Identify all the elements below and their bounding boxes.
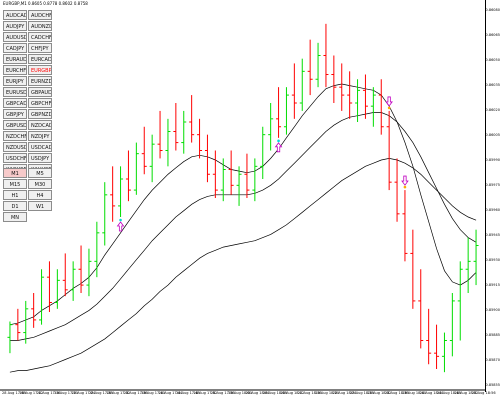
time-label: 28 Aug 17:48 — [176, 391, 200, 395]
symbol-button-gbpusd[interactable]: GBPUSD — [3, 120, 27, 130]
time-label: 28 Aug 18:24 — [332, 391, 357, 395]
signal-dot — [277, 139, 280, 143]
sell-arrow-icon — [401, 175, 409, 186]
symbol-button-eurusd[interactable]: EURUSD — [3, 87, 27, 97]
timeframe-button-mn[interactable]: MN — [3, 212, 27, 222]
time-label: 28 Aug 17:36 — [123, 391, 148, 395]
price-label: 0.85855 — [485, 383, 500, 387]
symbol-button-nzdjpy[interactable]: NZDJPY — [28, 131, 52, 141]
symbol-button-nzdcad[interactable]: NZDCAD — [28, 120, 52, 130]
symbol-button-chfjpy[interactable]: CHFJPY — [28, 43, 52, 53]
price-label: 0.85930 — [485, 258, 500, 262]
time-label: 28 Aug 17:28 — [89, 391, 113, 395]
time-label: 28 Aug 18:44 — [419, 391, 444, 395]
buy-arrow-icon — [274, 142, 283, 153]
time-label: 28 Aug 18:00 — [228, 391, 252, 395]
price-label: 0.86080 — [485, 8, 500, 12]
chart-title: EURGBP,M1 0.8605 0.8778 0.8602 0.8758 — [3, 1, 88, 6]
symbol-button-eurcad[interactable]: EURCAD — [28, 54, 52, 64]
moving-average-line — [9, 83, 477, 326]
price-label: 0.86020 — [485, 108, 500, 112]
price-label: 0.85885 — [485, 333, 500, 337]
symbol-button-gbpchf[interactable]: GBPCHF — [28, 98, 52, 108]
symbol-button-gbpjpy[interactable]: GBPJPY — [3, 109, 27, 119]
symbol-button-eurnzd[interactable]: EURNZD — [28, 76, 52, 86]
time-label: 28 Aug 18:36 — [384, 391, 409, 395]
symbol-button-euraud[interactable]: EURAUD — [3, 54, 27, 64]
buy-arrow-icon — [116, 221, 125, 232]
time-label: 28 Aug 17:44 — [158, 391, 183, 395]
timeframe-button-d1[interactable]: D1 — [3, 201, 27, 211]
time-label: 28 Aug 17:32 — [106, 391, 131, 395]
time-label: 28 Aug 17:20 — [54, 391, 78, 395]
price-label: 0.85900 — [485, 308, 500, 312]
time-label: 28 Aug 18:56 — [472, 391, 496, 395]
symbol-button-cadjpy[interactable]: CADJPY — [3, 43, 27, 53]
time-label: 28 Aug 18:28 — [350, 391, 374, 395]
price-label: 0.85945 — [485, 233, 500, 237]
timeframe-button-h1[interactable]: H1 — [3, 190, 27, 200]
timeframe-button-m15[interactable]: M15 — [3, 179, 27, 189]
symbol-button-gbpcad[interactable]: GBPCAD — [3, 98, 27, 108]
time-label: 28 Aug 17:56 — [210, 391, 235, 395]
signal-dot — [403, 185, 407, 189]
time-label: 28 Aug 17:24 — [71, 391, 96, 395]
price-label: 0.85915 — [485, 283, 500, 287]
symbol-button-eurgbp[interactable]: EURGBP — [28, 65, 52, 75]
time-label: 28 Aug 17:08 — [2, 391, 26, 395]
symbol-button-audnzd[interactable]: AUDNZD — [28, 21, 52, 31]
symbol-button-panel: AUDCAD AUDCHF AUDJPY AUDNZD AUDUSD CADCHF CADJ… — [3, 10, 52, 174]
symbol-button-audusd[interactable]: AUDUSD — [3, 32, 27, 42]
price-label: 0.85870 — [485, 358, 500, 362]
sell-arrow-icon — [385, 96, 393, 107]
time-label: 28 Aug 17:12 — [19, 391, 44, 395]
symbol-button-audchf[interactable]: AUDCHF — [28, 10, 52, 20]
signal-dot — [387, 106, 391, 110]
symbol-button-eurjpy[interactable]: EURJPY — [3, 76, 27, 86]
symbol-button-audcad[interactable]: AUDCAD — [3, 10, 27, 20]
time-label: 28 Aug 18:08 — [263, 391, 287, 395]
price-label: 0.86005 — [485, 133, 500, 137]
timeframe-button-m5[interactable]: M5 — [28, 168, 52, 178]
time-label: 28 Aug 18:12 — [280, 391, 305, 395]
symbol-button-nzdusd[interactable]: NZDUSD — [3, 142, 27, 152]
timeframe-button-m1[interactable]: M1 — [3, 168, 27, 178]
price-scale[interactable] — [485, 0, 500, 392]
moving-average-line — [9, 158, 477, 373]
symbol-button-usdcad[interactable]: USDCAD — [28, 142, 52, 152]
symbol-button-eurchf[interactable]: EURCHF — [3, 65, 27, 75]
time-label: 28 Aug 18:20 — [315, 391, 339, 395]
time-label: 28 Aug 18:40 — [402, 391, 426, 395]
symbol-button-cadchf[interactable]: CADCHF — [28, 32, 52, 42]
timeframe-button-panel: M1 M5 M15 M30 H1 H4 D1 W1 MN — [3, 168, 52, 222]
signal-dot — [119, 218, 122, 222]
moving-average-line — [9, 112, 477, 341]
symbol-button-nzdchf[interactable]: NZDCHF — [3, 131, 27, 141]
price-label: 0.85975 — [485, 183, 500, 187]
price-label: 0.85960 — [485, 208, 500, 212]
timeframe-button-h4[interactable]: H4 — [28, 190, 52, 200]
time-label: 28 Aug 17:40 — [141, 391, 165, 395]
price-label: 0.86050 — [485, 58, 500, 62]
timeframe-button-w1[interactable]: W1 — [28, 201, 52, 211]
symbol-button-usdjpy[interactable]: USDJPY — [28, 153, 52, 163]
time-label: 28 Aug 17:16 — [36, 391, 61, 395]
symbol-button-usdchf[interactable]: USDCHF — [3, 153, 27, 163]
symbol-button-audjpy[interactable]: AUDJPY — [3, 21, 27, 31]
time-label: 28 Aug 18:16 — [297, 391, 322, 395]
symbol-button-gbpnzd[interactable]: GBPNZD — [28, 109, 52, 119]
time-label: 28 Aug 17:52 — [193, 391, 218, 395]
symbol-button-gbpaud[interactable]: GBPAUD — [28, 87, 52, 97]
price-label: 0.86035 — [485, 83, 500, 87]
time-label: 28 Aug 18:52 — [454, 391, 479, 395]
time-label: 28 Aug 18:48 — [437, 391, 461, 395]
price-label: 0.86065 — [485, 33, 500, 37]
time-label: 28 Aug 18:32 — [367, 391, 392, 395]
timeframe-button-m30[interactable]: M30 — [28, 179, 52, 189]
price-label: 0.85990 — [485, 158, 500, 162]
time-label: 28 Aug 18:04 — [245, 391, 270, 395]
